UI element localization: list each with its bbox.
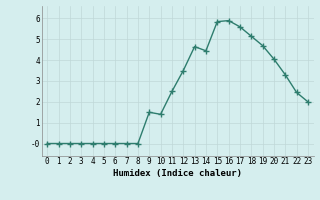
X-axis label: Humidex (Indice chaleur): Humidex (Indice chaleur) <box>113 169 242 178</box>
